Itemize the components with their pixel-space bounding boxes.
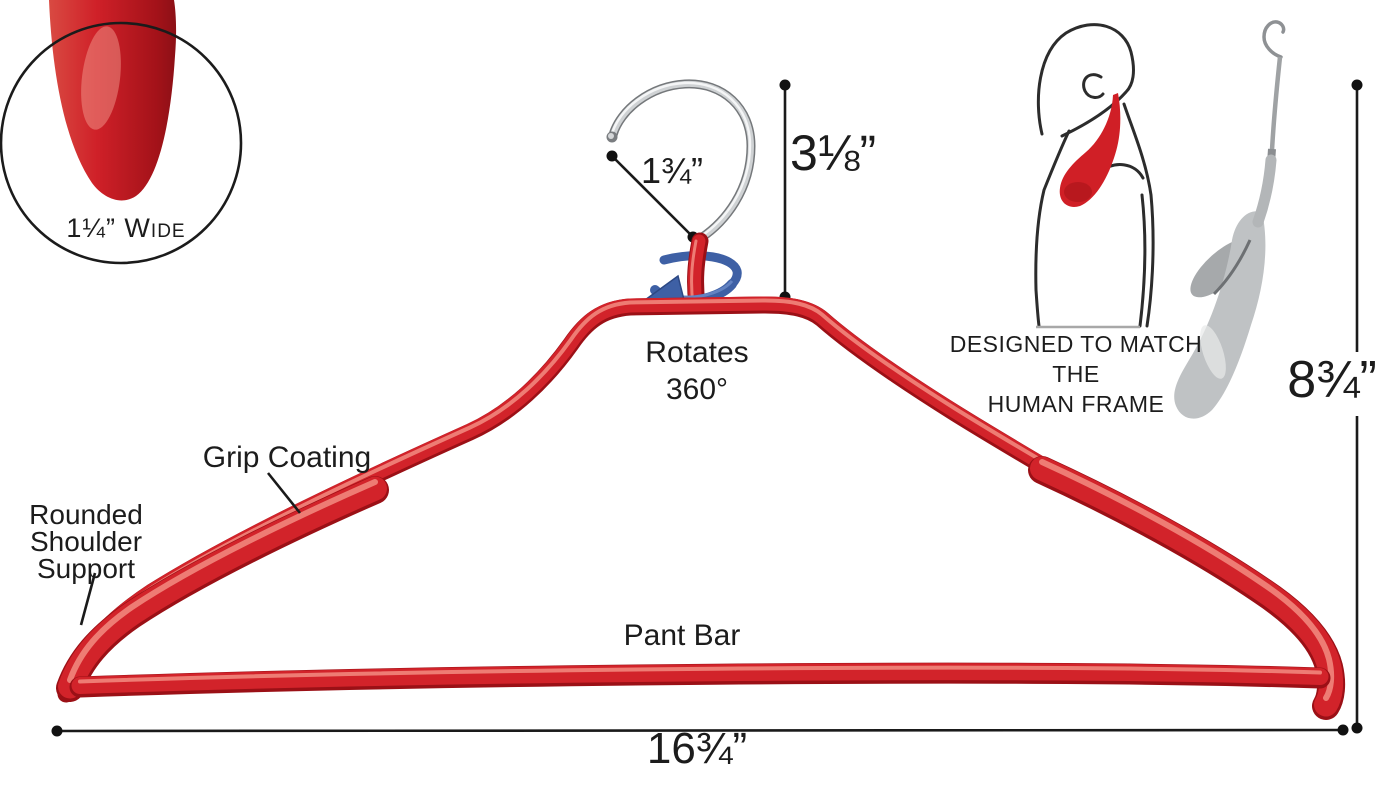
rotates-label: Rotates 360° bbox=[612, 334, 782, 408]
detail-circle-illustration bbox=[0, 0, 243, 265]
shoulder-support-label: Rounded Shoulder Support bbox=[2, 499, 170, 584]
rotates-line2: 360° bbox=[665, 373, 729, 406]
shoulder-label-line1: Rounded bbox=[29, 499, 143, 530]
shoulder-label-line2: Shoulder bbox=[29, 526, 143, 557]
hook-width-dimension-line bbox=[611, 155, 694, 238]
rotates-line1: Rotates bbox=[645, 336, 749, 369]
pant-bar-label: Pant Bar bbox=[623, 619, 741, 652]
magnifier-circle bbox=[0, 21, 243, 265]
caption-line2: THE bbox=[1052, 361, 1100, 387]
side-view-hook bbox=[1262, 20, 1286, 59]
shoulder-support-pointer bbox=[79, 572, 97, 626]
tip-highlight bbox=[81, 26, 121, 130]
hook-height-dimension-label: 3⅛” bbox=[790, 125, 877, 181]
overall-height-dimension-label: 8¾” bbox=[1287, 351, 1377, 409]
shoulder-label-line3: Support bbox=[36, 553, 136, 584]
hanger-profile-on-body bbox=[1059, 93, 1121, 207]
caption-line3: HUMAN FRAME bbox=[987, 391, 1165, 417]
hanger-hook bbox=[606, 83, 752, 238]
tip-width-label: 1¼” Wide bbox=[66, 213, 186, 243]
human-figure-illustration bbox=[1034, 23, 1155, 329]
grip-coating-label: Grip Coating bbox=[202, 441, 372, 474]
dimension-lines bbox=[51, 79, 1363, 737]
overall-width-dimension-line bbox=[56, 728, 1344, 733]
overall-width-dimension-label: 16¾” bbox=[646, 724, 748, 773]
human-frame-caption: DESIGNED TO MATCH THE HUMAN FRAME bbox=[938, 329, 1214, 419]
label-pointers bbox=[79, 472, 302, 626]
caption-line1: DESIGNED TO MATCH bbox=[949, 331, 1203, 357]
hook-width-dimension-label: 1¾” bbox=[640, 150, 704, 191]
side-view-shoulder-flap bbox=[1174, 211, 1266, 419]
side-view-hanger-illustration bbox=[1174, 20, 1286, 419]
grip-coating-pointer bbox=[266, 472, 302, 514]
